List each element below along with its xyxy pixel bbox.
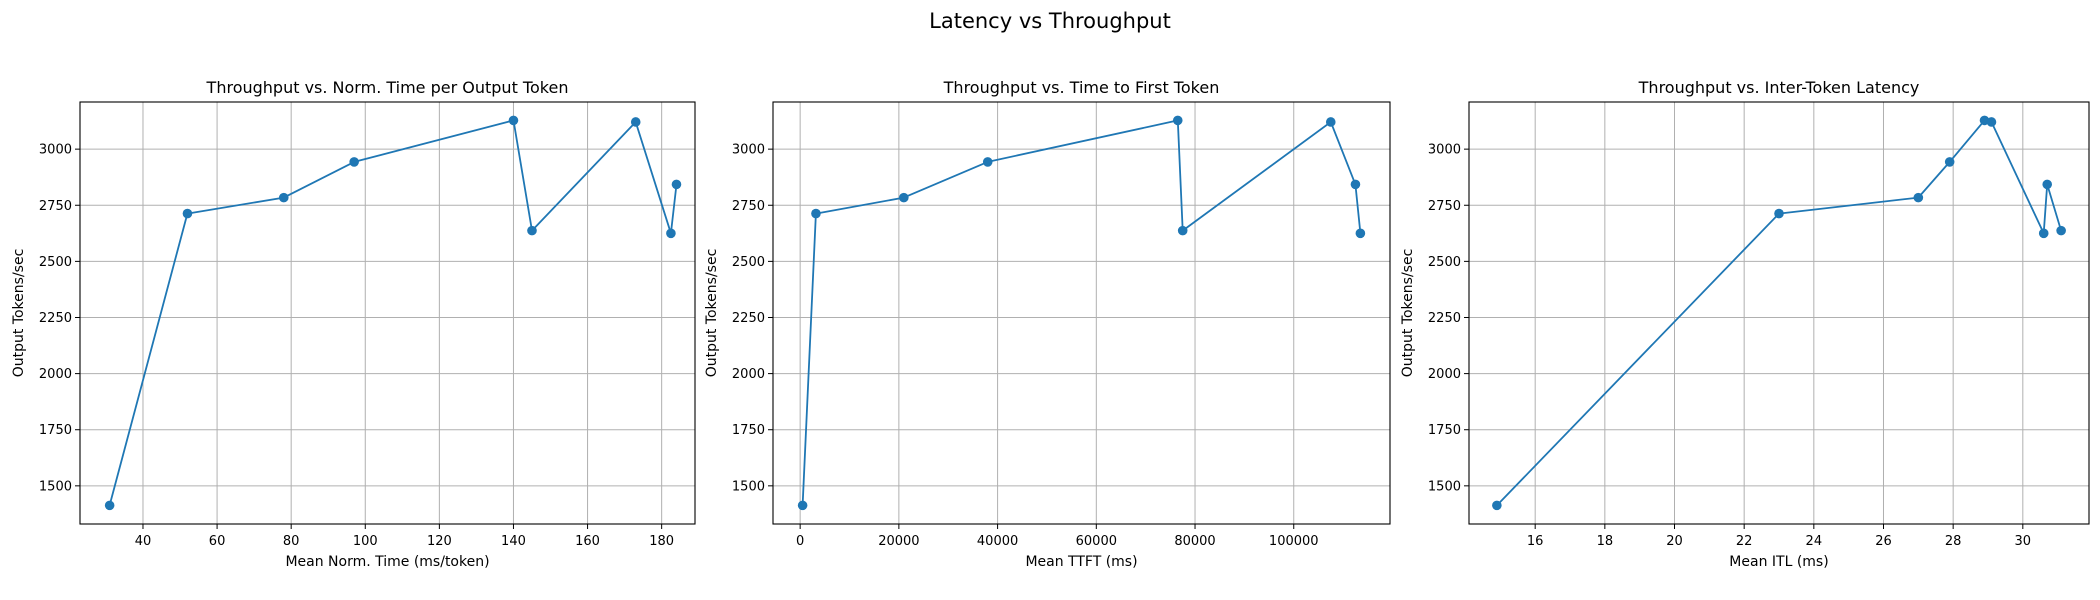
y-tick-label: 3000 bbox=[39, 143, 72, 158]
data-point bbox=[2056, 225, 2066, 236]
subplot-title: Throughput vs. Norm. Time per Output Tok… bbox=[206, 78, 569, 97]
y-tick-label: 2250 bbox=[732, 311, 765, 326]
subplots: 40 60 80 100 120 140 160 1801500175020002250250… bbox=[11, 78, 2090, 570]
plot-frame bbox=[772, 101, 1391, 525]
data-point bbox=[797, 500, 808, 511]
x-tick-label: 18 bbox=[1597, 534, 1614, 549]
data-point bbox=[1350, 179, 1361, 190]
data-point bbox=[1177, 225, 1188, 236]
data-point bbox=[182, 208, 193, 219]
data-point bbox=[349, 157, 359, 167]
y-tick-label: 2750 bbox=[1428, 199, 1461, 214]
plot-frame bbox=[1468, 101, 2090, 525]
x-tick-label: 100000 bbox=[1269, 534, 1319, 549]
data-point bbox=[671, 179, 682, 190]
y-tick-label: 2250 bbox=[1428, 311, 1461, 326]
data-point bbox=[1172, 115, 1183, 126]
x-tick-label: 20000 bbox=[878, 534, 919, 549]
data-point bbox=[1325, 117, 1336, 127]
x-tick-label: 180 bbox=[649, 534, 674, 549]
subplot-1: 40 60 80 100 120 140 160 180 1500 1750 2000 2250 250… bbox=[11, 78, 696, 570]
x-tick-label: 20 bbox=[1666, 534, 1683, 549]
series-line bbox=[801, 119, 1362, 506]
series-line bbox=[108, 119, 678, 506]
subplot-title: Throughput vs. Inter-Token Latency bbox=[1638, 78, 1920, 97]
data-point bbox=[666, 228, 676, 239]
y-tick-label: 2750 bbox=[39, 199, 72, 214]
x-tick-label: 100 bbox=[353, 534, 378, 549]
y-tick-label: 2000 bbox=[39, 367, 72, 382]
data-point bbox=[982, 157, 993, 167]
x-tick-label: 28 bbox=[1945, 534, 1962, 549]
y-axis-label: Output Tokens/sec bbox=[11, 249, 27, 378]
x-tick-label: 26 bbox=[1875, 534, 1892, 549]
y-tick-label: 2250 bbox=[39, 311, 72, 326]
y-tick-label: 1500 bbox=[39, 479, 72, 494]
data-point bbox=[2042, 179, 2053, 190]
y-tick-label: 1500 bbox=[1428, 479, 1461, 494]
y-tick-label: 2500 bbox=[39, 255, 72, 270]
x-tick-label: 60000 bbox=[1076, 534, 1117, 549]
x-tick-label: 0 bbox=[796, 534, 804, 549]
subplot-3: 16 18 20 22 24 26 28 30 1500 1750 2000 2250 2500 2750… bbox=[1400, 78, 2090, 570]
y-tick-label: 2000 bbox=[732, 367, 765, 382]
x-tick-label: 30 bbox=[2015, 534, 2032, 549]
x-tick-label: 60 bbox=[209, 534, 226, 549]
y-tick-label: 2000 bbox=[1428, 367, 1461, 382]
x-axis-label: Mean ITL (ms) bbox=[1729, 554, 1828, 570]
x-tick-label: 40 bbox=[135, 534, 152, 549]
data-point bbox=[1913, 192, 1924, 203]
x-tick-label: 80000 bbox=[1174, 534, 1215, 549]
data-point bbox=[1774, 208, 1784, 219]
data-point bbox=[278, 192, 289, 203]
figure-suptitle: Latency vs Throughput bbox=[929, 9, 1171, 33]
data-point bbox=[104, 500, 115, 511]
x-tick-label: 22 bbox=[1736, 534, 1753, 549]
data-point bbox=[811, 208, 821, 219]
x-tick-label: 120 bbox=[427, 534, 452, 549]
data-point bbox=[2038, 228, 2049, 239]
x-tick-label: 40000 bbox=[977, 534, 1018, 549]
data-point bbox=[1355, 228, 1366, 239]
data-point bbox=[527, 225, 537, 236]
plot-frame bbox=[79, 101, 696, 525]
x-tick-label: 160 bbox=[575, 534, 600, 549]
y-tick-label: 1500 bbox=[732, 479, 765, 494]
y-tick-label: 2500 bbox=[732, 255, 765, 270]
y-tick-label: 2500 bbox=[1428, 255, 1461, 270]
data-point bbox=[899, 192, 909, 203]
y-tick-label: 1750 bbox=[732, 423, 765, 438]
data-point bbox=[1944, 157, 1955, 167]
x-tick-label: 80 bbox=[283, 534, 300, 549]
series-line bbox=[1496, 119, 2062, 507]
y-axis-label: Output Tokens/sec bbox=[704, 249, 720, 378]
subplot-title: Throughput vs. Time to First Token bbox=[943, 78, 1220, 97]
subplot-2: 0 20000 40000 60000 80000 100000 1500 1750 2000 2… bbox=[704, 78, 1391, 570]
x-axis-label: Mean Norm. Time (ms/token) bbox=[285, 554, 489, 570]
y-tick-label: 1750 bbox=[39, 423, 72, 438]
y-axis-label: Output Tokens/sec bbox=[1400, 249, 1416, 378]
data-point bbox=[630, 117, 641, 127]
x-axis-label: Mean TTFT (ms) bbox=[1025, 554, 1137, 570]
x-tick-label: 16 bbox=[1527, 534, 1544, 549]
y-tick-label: 3000 bbox=[732, 143, 765, 158]
y-tick-label: 2750 bbox=[732, 199, 765, 214]
data-point bbox=[1492, 500, 1502, 511]
data-point bbox=[1986, 117, 1997, 127]
y-tick-label: 1750 bbox=[1428, 423, 1461, 438]
x-tick-label: 140 bbox=[501, 534, 526, 549]
x-tick-label: 24 bbox=[1806, 534, 1823, 549]
y-tick-label: 3000 bbox=[1428, 143, 1461, 158]
data-point bbox=[508, 115, 519, 126]
